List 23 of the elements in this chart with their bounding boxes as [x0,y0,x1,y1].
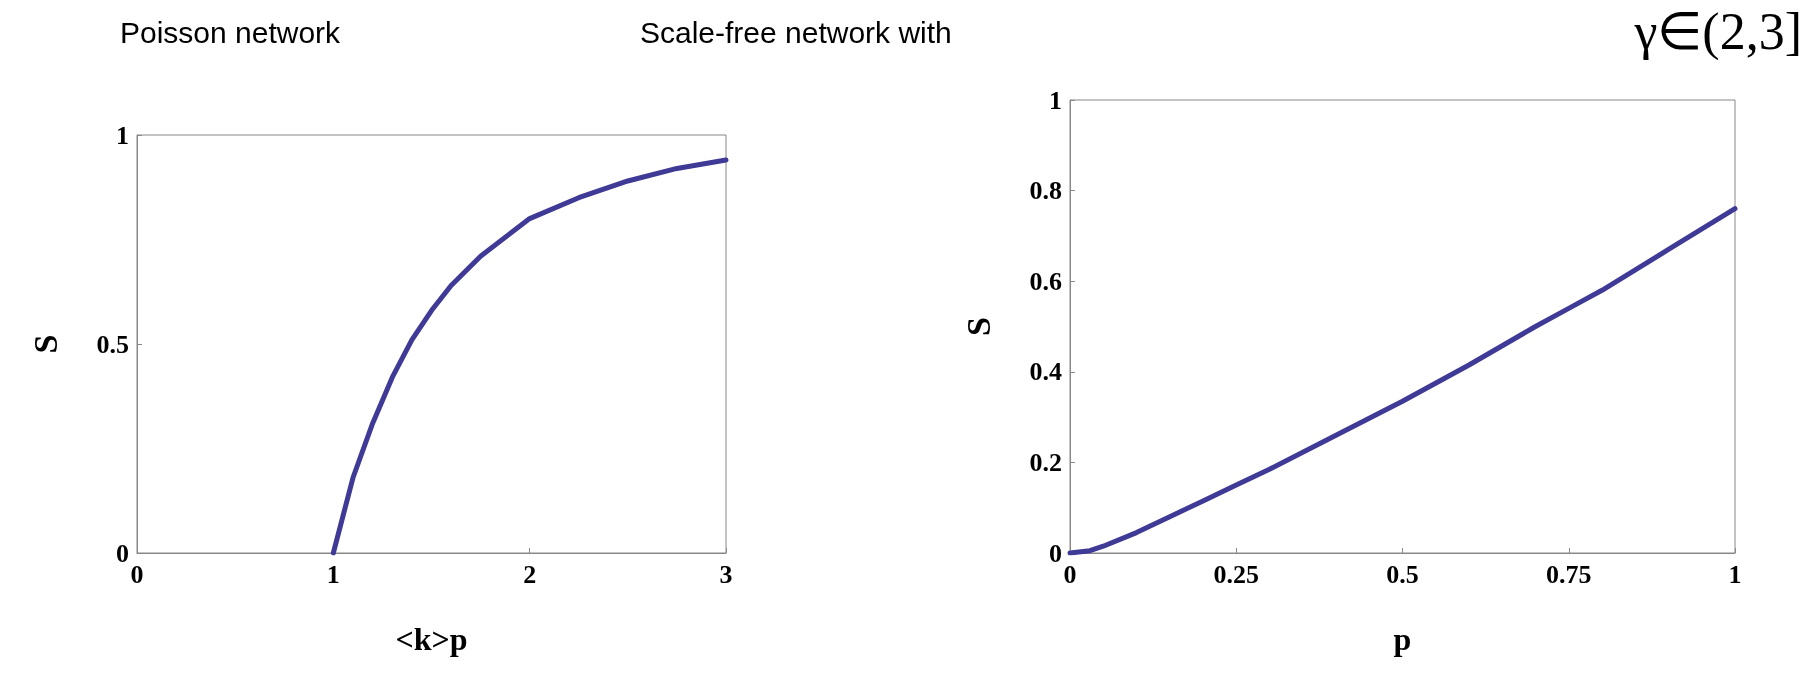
x-tick-label: 0.75 [1546,559,1592,589]
x-tick-label: 2 [523,559,537,589]
x-tick-label: 1 [326,559,340,589]
chart-subtitle: γ∈(2,3] [1633,2,1803,61]
x-tick-label: 3 [719,559,733,589]
text: Scale-free network with [640,15,952,49]
y-tick-label: 1 [116,120,129,150]
x-tick-label: 0.25 [1213,559,1259,589]
chart-title: Poisson network [120,15,342,49]
x-axis-title: p [1393,621,1412,657]
y-tick-label: 0.5 [96,329,129,359]
y-tick-label: 0 [1049,538,1062,568]
x-tick-label: 0.5 [1386,559,1419,589]
y-tick-label: 1 [1049,85,1062,115]
y-tick-label: 0 [116,538,129,568]
y-tick-label: 0.4 [1029,357,1062,387]
y-tick-label: 0.8 [1029,176,1062,206]
y-axis-title: S [26,334,64,354]
y-tick-label: 0.6 [1029,266,1062,296]
x-tick-label: 1 [1728,559,1742,589]
y-axis-title: S [959,317,997,336]
x-axis-title: <k>p [395,621,468,657]
y-tick-label: 0.2 [1029,447,1062,477]
